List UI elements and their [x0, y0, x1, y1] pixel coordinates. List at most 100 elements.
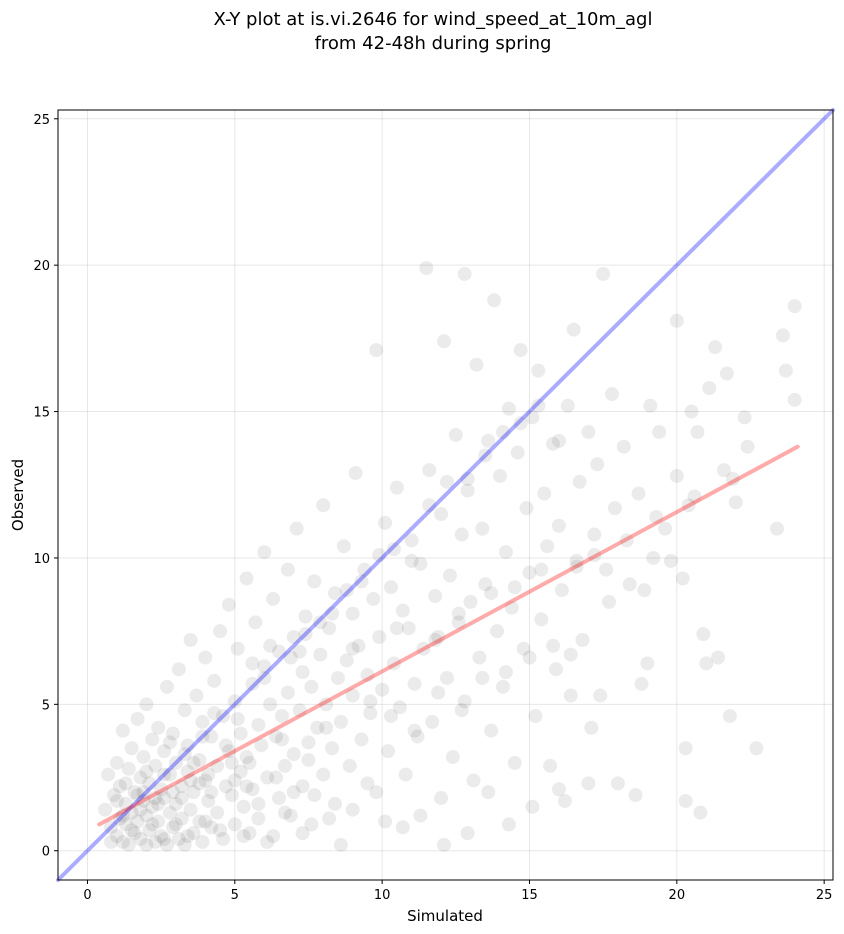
- scatter-point: [280, 685, 295, 700]
- scatter-point: [277, 758, 292, 773]
- scatter-point: [360, 776, 375, 791]
- scatter-point: [118, 817, 133, 832]
- scatter-point: [363, 706, 378, 721]
- scatter-point: [475, 670, 490, 685]
- scatter-point: [192, 814, 207, 829]
- scatter-point: [165, 820, 180, 835]
- scatter-point: [493, 468, 508, 483]
- scatter-point: [115, 808, 130, 823]
- scatter-point: [145, 732, 160, 747]
- scatter-point: [162, 805, 177, 820]
- scatter-point: [631, 486, 646, 501]
- scatter-point: [510, 445, 525, 460]
- scatter-point: [257, 670, 272, 685]
- identity-line: [56, 108, 835, 882]
- scatter-point: [195, 834, 210, 849]
- scatter-point: [195, 729, 210, 744]
- scatter-point: [230, 641, 245, 656]
- scatter-point: [566, 322, 581, 337]
- scatter-point: [484, 723, 499, 738]
- scatter-point: [330, 670, 345, 685]
- scatter-point: [378, 515, 393, 530]
- scatter-point: [319, 720, 334, 735]
- scatter-point: [498, 545, 513, 560]
- scatter-point: [678, 793, 693, 808]
- scatter-point: [439, 474, 454, 489]
- scatter-point: [422, 498, 437, 513]
- x-axis-label: Simulated: [407, 907, 483, 925]
- scatter-point: [401, 621, 416, 636]
- scatter-point: [227, 773, 242, 788]
- scatter-point: [227, 694, 242, 709]
- scatter-point: [481, 433, 496, 448]
- scatter-point: [286, 785, 301, 800]
- scatter-point: [168, 796, 183, 811]
- scatter-point: [775, 328, 790, 343]
- scatter-point: [454, 527, 469, 542]
- scatter-point: [342, 758, 357, 773]
- scatter-point: [204, 820, 219, 835]
- scatter-point: [236, 799, 251, 814]
- scatter-point: [378, 814, 393, 829]
- scatter-point: [787, 299, 802, 314]
- scatter-point: [280, 562, 295, 577]
- scatter-point: [277, 805, 292, 820]
- scatter-point: [112, 811, 127, 826]
- scatter-point: [501, 817, 516, 832]
- scatter-point: [210, 805, 225, 820]
- scatter-point: [327, 586, 342, 601]
- scatter-point: [216, 832, 231, 847]
- scatter-point: [210, 758, 225, 773]
- scatter-point: [404, 533, 419, 548]
- scatter-point: [151, 796, 166, 811]
- scatter-point: [522, 565, 537, 580]
- scatter-point: [554, 583, 569, 598]
- scatter-point: [669, 468, 684, 483]
- scatter-point: [130, 814, 145, 829]
- scatter-point: [204, 785, 219, 800]
- scatter-point: [345, 641, 360, 656]
- scatter-point: [325, 606, 340, 621]
- scatter-point: [693, 805, 708, 820]
- scatter-point: [725, 471, 740, 486]
- scatter-point: [174, 791, 189, 806]
- scatter-point: [295, 826, 310, 841]
- scatter-point: [183, 802, 198, 817]
- scatter-point: [495, 679, 510, 694]
- scatter-point: [460, 483, 475, 498]
- scatter-point: [260, 834, 275, 849]
- y-tick-label: 10: [33, 552, 50, 567]
- scatter-point: [596, 266, 611, 281]
- scatter-point: [345, 802, 360, 817]
- scatter-point: [230, 711, 245, 726]
- scatter-point: [198, 773, 213, 788]
- scatter-point: [180, 829, 195, 844]
- scatter-point: [649, 509, 664, 524]
- scatter-point: [501, 401, 516, 416]
- scatter-point: [269, 770, 284, 785]
- scatter-point: [616, 439, 631, 454]
- scatter-point: [622, 577, 637, 592]
- scatter-point: [109, 829, 124, 844]
- x-tick-label: 10: [374, 888, 391, 903]
- scatter-point: [481, 785, 496, 800]
- scatter-point: [728, 495, 743, 510]
- scatter-point: [684, 404, 699, 419]
- scatter-point: [487, 293, 502, 308]
- scatter-point: [98, 802, 113, 817]
- scatter-point: [157, 832, 172, 847]
- scatter-point: [375, 682, 390, 697]
- y-tick-label: 25: [33, 113, 50, 128]
- scatter-point: [295, 665, 310, 680]
- scatter-point: [316, 767, 331, 782]
- scatter-point: [460, 826, 475, 841]
- scatter-point: [106, 788, 121, 803]
- scatter-point: [307, 788, 322, 803]
- scatter-point: [357, 562, 372, 577]
- scatter-point: [431, 629, 446, 644]
- scatter-point: [392, 700, 407, 715]
- scatter-point: [383, 709, 398, 724]
- scatter-point: [549, 662, 564, 677]
- scatter-point: [115, 834, 130, 849]
- scatter-point: [142, 776, 157, 791]
